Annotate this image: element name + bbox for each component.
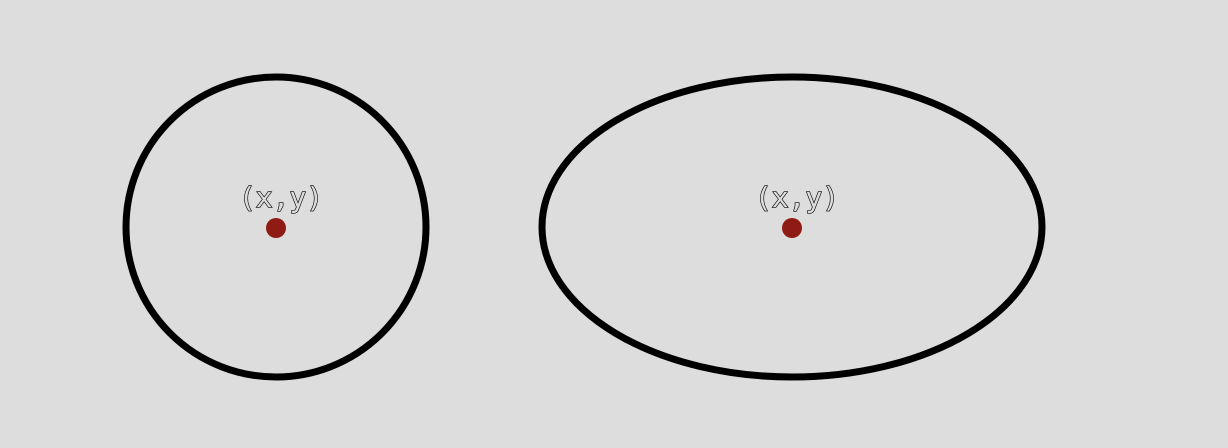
circle-center-label: (x,y) (239, 181, 323, 214)
ellipse-outline (538, 73, 1046, 381)
ellipse-center-label: (x,y) (755, 181, 839, 214)
ellipse-figure: (x,y) (538, 73, 1046, 381)
circle-outline (122, 73, 430, 381)
ellipse-center-point (782, 218, 802, 238)
circle-figure: (x,y) (122, 73, 430, 381)
circle-center-point (266, 218, 286, 238)
